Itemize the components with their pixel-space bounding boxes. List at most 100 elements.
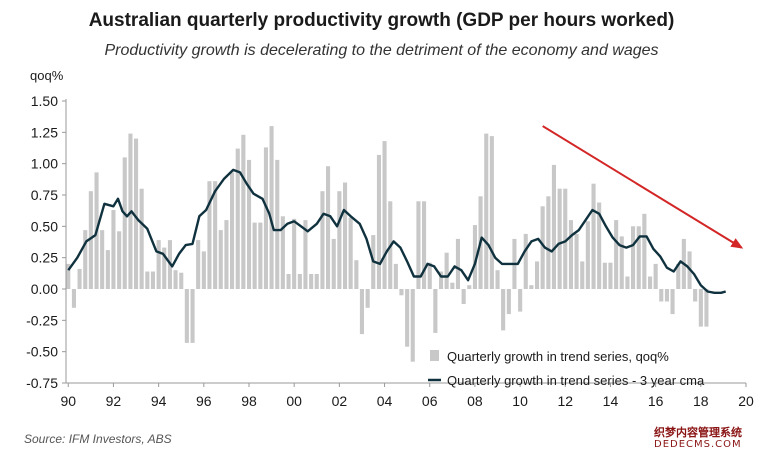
x-tick-label: 04	[377, 393, 393, 409]
y-tick-label: 1.50	[31, 93, 58, 109]
bar	[580, 261, 585, 289]
chart-subtitle: Productivity growth is decelerating to t…	[104, 42, 659, 59]
bar	[444, 252, 449, 289]
bar	[393, 263, 398, 289]
bar	[399, 289, 404, 296]
bar	[224, 220, 229, 289]
legend-bar-label: Quarterly growth in trend series, qoq%	[447, 349, 669, 364]
x-tick-label: 18	[693, 393, 709, 409]
bar-series	[66, 126, 709, 362]
bar	[122, 157, 127, 289]
x-tick-label: 90	[60, 393, 76, 409]
bar	[631, 226, 636, 289]
x-tick-label: 10	[512, 393, 528, 409]
y-tick-label: 0.50	[31, 218, 58, 234]
bar	[150, 271, 155, 289]
bar	[280, 216, 285, 289]
x-tick-label: 98	[241, 393, 257, 409]
bar	[698, 289, 703, 327]
cma-line	[67, 168, 727, 294]
bar	[66, 263, 71, 289]
y-tick-label: -0.25	[26, 312, 58, 328]
bar	[540, 206, 545, 289]
bar	[71, 289, 76, 308]
bar	[472, 225, 477, 289]
bar	[529, 285, 534, 289]
watermark-logo: 织梦内容管理系统 DEDECMS.COM	[650, 422, 760, 456]
bar	[518, 289, 523, 312]
watermark-text-cn: 织梦内容管理系统	[654, 426, 742, 439]
bar	[642, 213, 647, 289]
bar	[535, 261, 540, 289]
bar	[551, 164, 556, 289]
bar	[376, 154, 381, 289]
bar	[343, 182, 348, 289]
x-tick-label: 16	[648, 393, 664, 409]
bar	[331, 238, 336, 289]
bar	[439, 271, 444, 289]
bar	[563, 188, 568, 289]
bar	[354, 260, 359, 289]
legend-bar-swatch	[430, 350, 439, 361]
bar	[602, 262, 607, 289]
x-tick-label: 92	[106, 393, 122, 409]
bar	[568, 220, 573, 289]
bar	[676, 263, 681, 289]
legend-line-label: Quarterly growth in trend series - 3 yea…	[447, 373, 705, 388]
line-series	[67, 168, 727, 294]
source-note: Source: IFM Investors, ABS	[24, 432, 172, 446]
bar	[348, 217, 353, 289]
y-axis-label: qoq%	[30, 68, 64, 83]
bar	[636, 226, 641, 289]
bar	[523, 233, 528, 289]
bar	[207, 181, 212, 289]
bar	[145, 271, 150, 289]
bar	[416, 201, 421, 289]
y-tick-label: -0.50	[26, 344, 58, 360]
y-tick-label: 0.25	[31, 250, 58, 266]
bar	[286, 274, 291, 289]
bar	[704, 289, 709, 327]
bar	[619, 236, 624, 289]
bar	[105, 250, 110, 289]
bar	[156, 240, 161, 289]
x-tick-label: 02	[332, 393, 348, 409]
bar	[489, 136, 494, 289]
bar	[218, 230, 223, 289]
bar	[614, 220, 619, 289]
bar	[337, 191, 342, 289]
bar	[309, 274, 314, 289]
bar	[134, 138, 139, 289]
bar	[365, 289, 370, 308]
bar	[625, 276, 630, 289]
bar	[201, 251, 206, 289]
bar	[297, 274, 302, 289]
bar	[241, 134, 246, 289]
bar	[88, 191, 93, 289]
bar	[173, 270, 178, 289]
bar	[230, 172, 235, 289]
bar	[597, 202, 602, 289]
bar	[467, 285, 472, 289]
bar	[320, 191, 325, 289]
bar	[506, 289, 511, 315]
bar	[648, 276, 653, 289]
bar	[111, 210, 116, 289]
bar	[410, 289, 415, 362]
bar	[100, 230, 105, 289]
x-tick-label: 94	[151, 393, 167, 409]
bar	[263, 147, 268, 289]
y-tick-label: -0.75	[26, 375, 58, 391]
x-tick-label: 06	[422, 393, 438, 409]
x-tick-label: 20	[738, 393, 754, 409]
bar	[585, 221, 590, 289]
bar	[427, 262, 432, 289]
y-tick-label: 0.00	[31, 281, 58, 297]
bar	[292, 218, 297, 289]
trend-arrow	[542, 125, 744, 249]
bar	[179, 272, 184, 289]
bar	[608, 262, 613, 289]
bar	[653, 263, 658, 289]
bar	[162, 247, 167, 289]
x-tick-label: 12	[557, 393, 573, 409]
